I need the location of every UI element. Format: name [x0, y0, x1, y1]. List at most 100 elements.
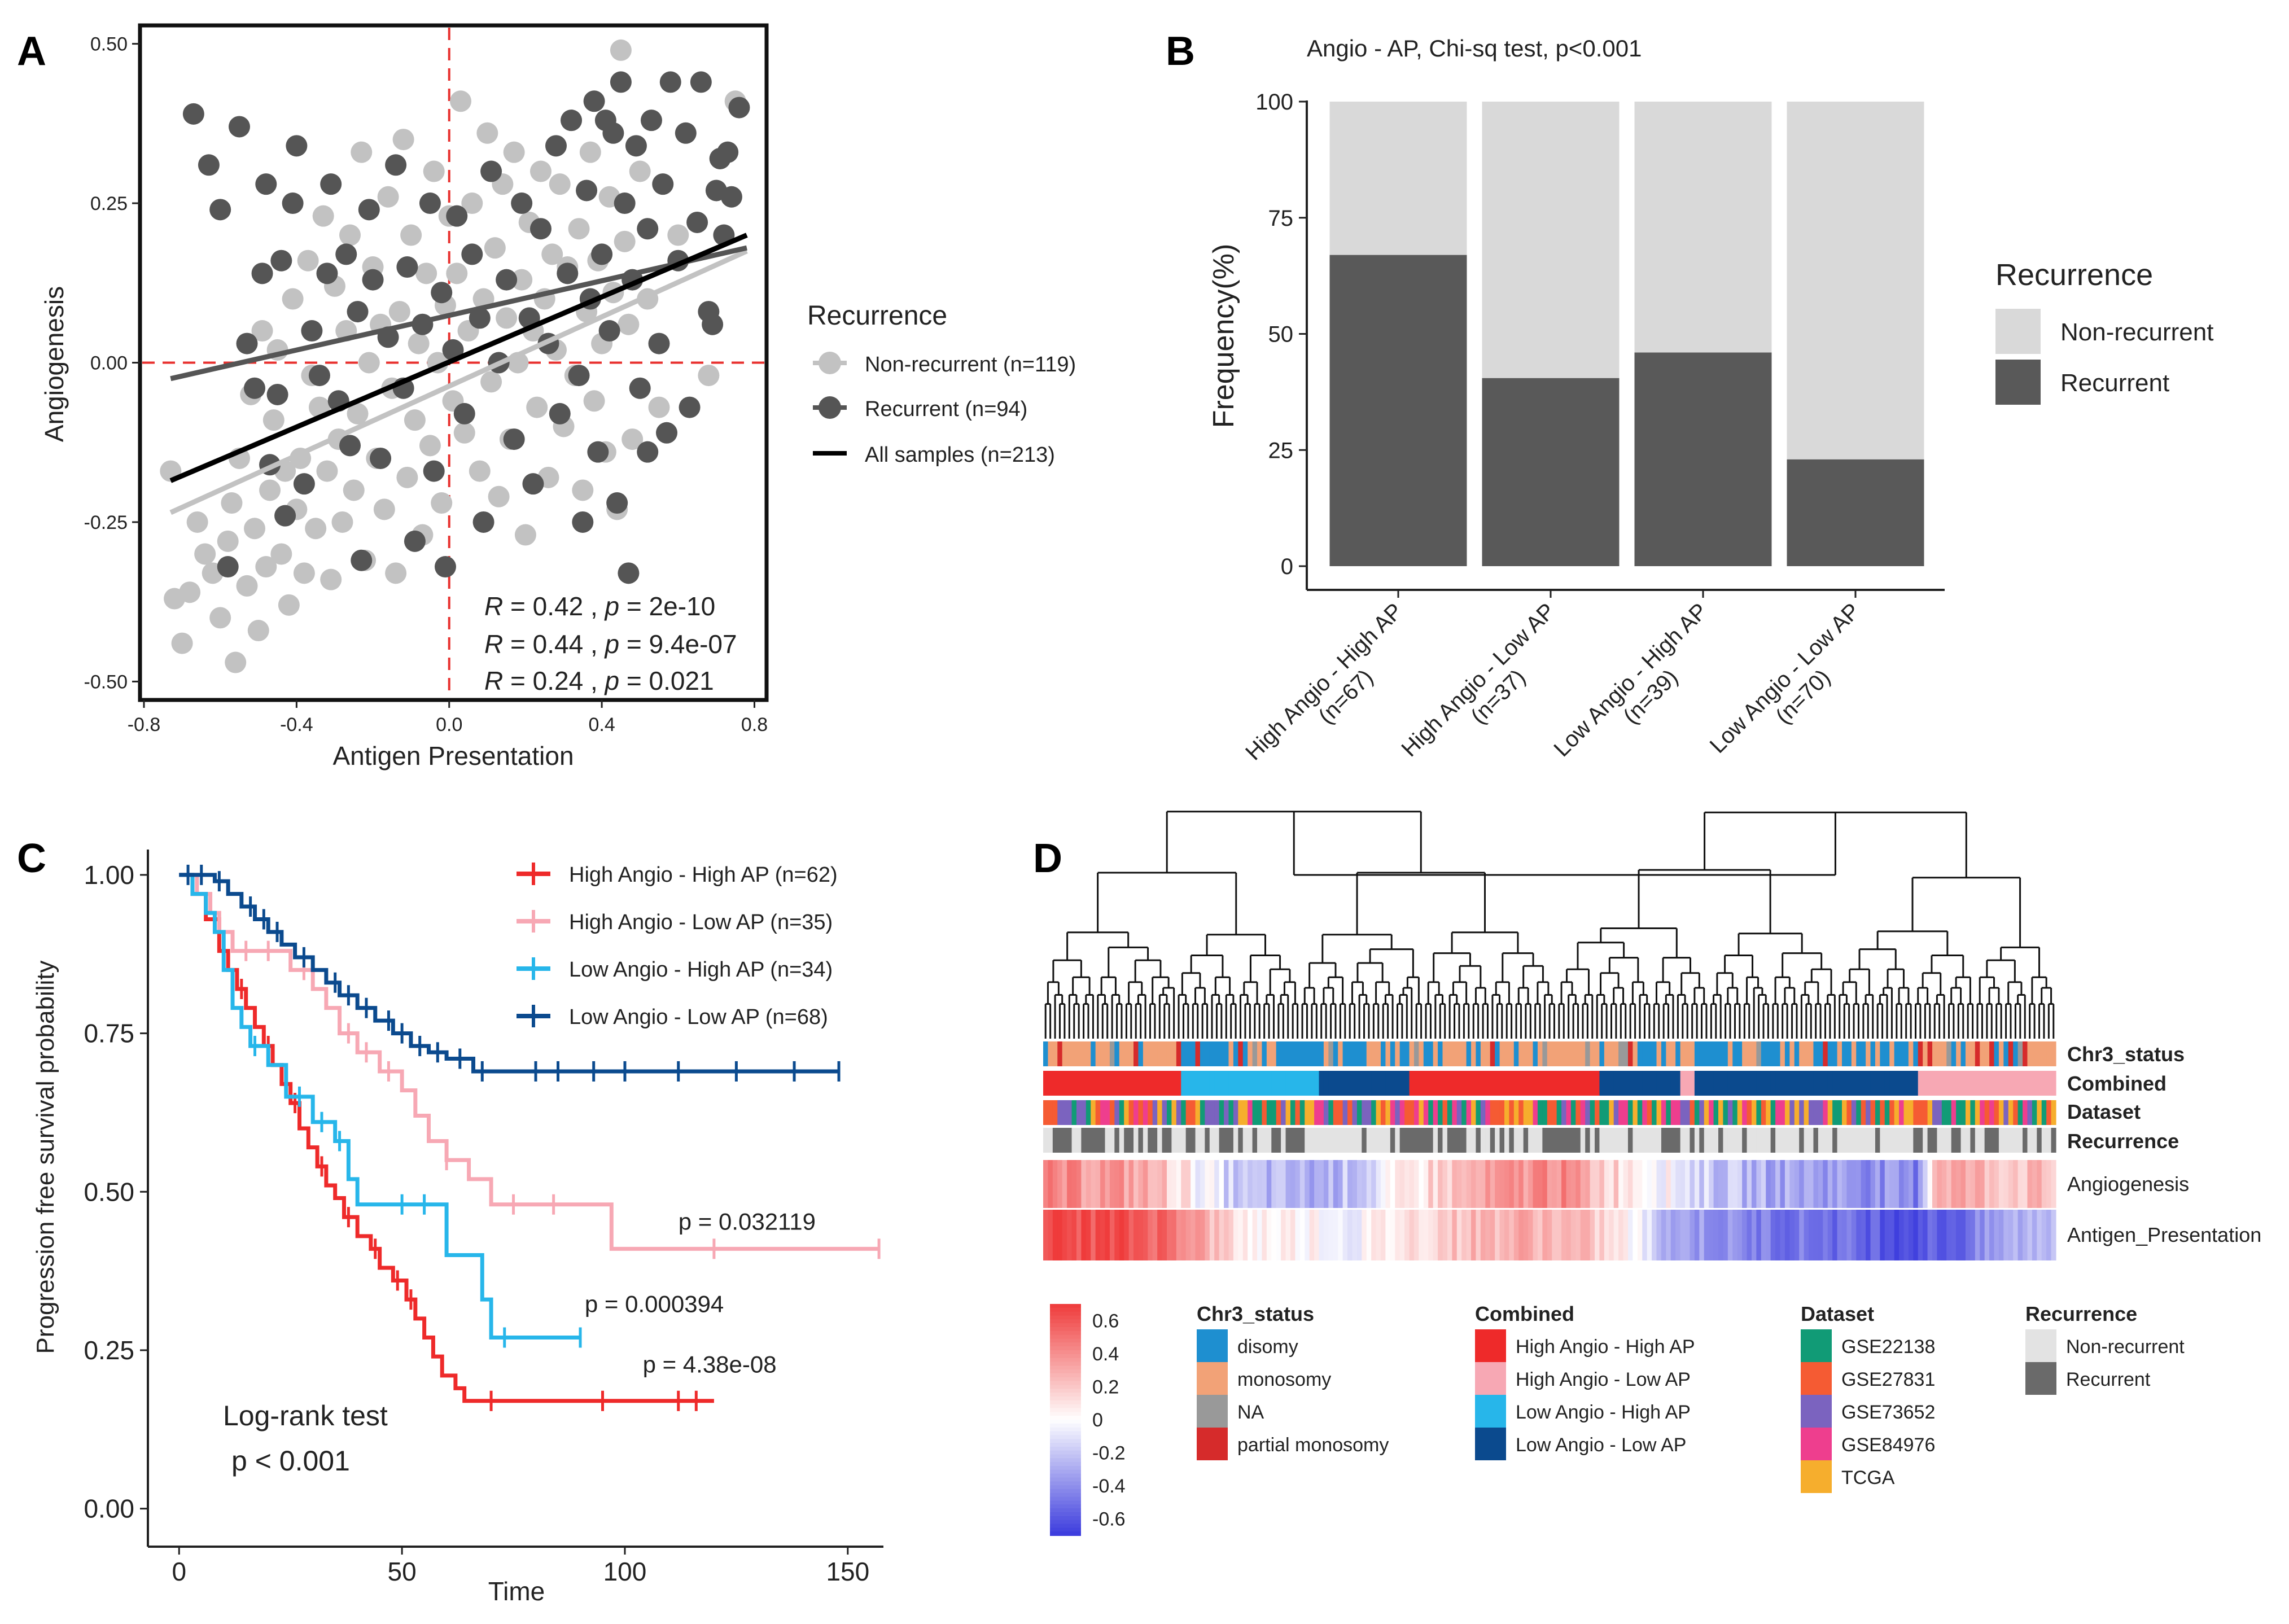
panel-d-angiogenesis-cell: [1609, 1160, 1614, 1208]
panel-d-chr3-cell: [1185, 1041, 1191, 1066]
panel-d-combined-cell: [1775, 1071, 1781, 1096]
panel-d-combined-cell: [1362, 1071, 1367, 1096]
panel-a-point-rec: [720, 186, 742, 208]
panel-d-combined-cell: [1618, 1071, 1624, 1096]
panel-d-dataset-cell: [1523, 1100, 1529, 1125]
panel-d-dataset-cell: [1613, 1100, 1619, 1125]
panel-a-point-non: [385, 562, 407, 584]
panel-d-antigen-cell: [1185, 1210, 1191, 1260]
panel-d-chr3-cell: [1238, 1041, 1244, 1066]
panel-b-category-name: High Angio - Low AP: [1397, 598, 1560, 761]
panel-d-chr3-cell: [1299, 1041, 1305, 1066]
panel-d-angiogenesis-cell: [1718, 1160, 1724, 1208]
panel-d-combined-cell: [1799, 1071, 1805, 1096]
panel-d-angiogenesis-cell: [1642, 1160, 1648, 1208]
panel-d-angiogenesis-cell: [1784, 1160, 1790, 1208]
panel-d-recurrence-cell: [1171, 1128, 1177, 1153]
panel-d-angiogenesis-cell: [1637, 1160, 1643, 1208]
panel-d-antigen-cell: [1780, 1210, 1785, 1260]
panel-a-point-non: [343, 479, 365, 501]
panel-d-angiogenesis-cell: [1162, 1160, 1167, 1208]
panel-a-point-non: [297, 249, 319, 272]
panel-a-point-non: [351, 141, 373, 163]
panel-d-angiogenesis-cell: [1352, 1160, 1358, 1208]
panel-a-point-rec: [679, 396, 701, 418]
panel-d-chr3-cell: [1509, 1041, 1515, 1066]
panel-d-recurrence-cell: [1675, 1128, 1681, 1153]
panel-d-recurrence-cell: [2032, 1128, 2037, 1153]
panel-d-combined-cell: [1419, 1071, 1424, 1096]
panel-d-angiogenesis-cell: [1894, 1160, 1900, 1208]
panel-d-dataset-cell: [1152, 1100, 1158, 1125]
panel-d-dataset-cell: [1371, 1100, 1377, 1125]
panel-d-antigen-cell: [1980, 1210, 1985, 1260]
panel-d-antigen-cell: [1580, 1210, 1586, 1260]
panel-d-combined-cell: [1575, 1071, 1581, 1096]
panel-d-recurrence-cell: [2013, 1128, 2019, 1153]
panel-d-recurrence-cell: [1143, 1128, 1148, 1153]
panel-d-combined-cell: [1747, 1071, 1752, 1096]
panel-a-point-rec: [511, 192, 533, 215]
panel-a-point-rec: [274, 505, 296, 527]
panel-d-antigen-cell: [1523, 1210, 1529, 1260]
panel-d-angiogenesis-cell: [1385, 1160, 1391, 1208]
panel-b-category-label: High Angio - Low AP(n=37): [1397, 598, 1560, 761]
panel-d-recurrence-cell: [1599, 1128, 1605, 1153]
panel-d-scale-step: [1050, 1354, 1081, 1359]
panel-a-y-axis-label: Angiogenesis: [40, 286, 69, 442]
panel-d-antigen-cell: [1409, 1210, 1415, 1260]
panel-d-antigen-cell: [1466, 1210, 1472, 1260]
panel-d-chr3-cell: [1799, 1041, 1805, 1066]
panel-d-angiogenesis-cell: [2051, 1160, 2056, 1208]
panel-d-chr3-cell: [2051, 1041, 2056, 1066]
panel-d-recurrence-cell: [1723, 1128, 1728, 1153]
panel-d-angiogenesis-cell: [1390, 1160, 1395, 1208]
panel-d-chr3-cell: [1766, 1041, 1771, 1066]
panel-a-point-non: [331, 511, 353, 533]
panel-d-antigen-cell: [1775, 1210, 1781, 1260]
panel-a-point-rec: [316, 262, 338, 284]
panel-d-angiogenesis-cell: [1918, 1160, 1923, 1208]
panel-d-chr3-cell: [1162, 1041, 1167, 1066]
panel-a-point-rec: [583, 90, 605, 112]
panel-d-combined-cell: [1960, 1071, 1966, 1096]
panel-d-antigen-cell: [1875, 1210, 1880, 1260]
panel-d-dataset-cell: [1356, 1100, 1362, 1125]
panel-d-dataset-cell: [1062, 1100, 1067, 1125]
panel-d-angiogenesis-cell: [1699, 1160, 1705, 1208]
panel-a-point-rec: [339, 435, 361, 457]
panel-d-scale-step: [1050, 1423, 1081, 1428]
panel-d-combined-cell: [1191, 1071, 1196, 1096]
panel-d-angiogenesis-cell: [1685, 1160, 1691, 1208]
panel-d-antigen-cell: [1751, 1210, 1757, 1260]
panel-b-category-labels: High Angio - High AP(n=67) High Angio - L…: [1241, 598, 1865, 765]
panel-d-combined-cell: [1680, 1071, 1686, 1096]
panel-d-combined-cell: [1166, 1071, 1172, 1096]
panel-d-combined-cell: [1128, 1071, 1134, 1096]
panel-d-chr3-cell: [1552, 1041, 1557, 1066]
panel-d-recurrence-cell: [1214, 1128, 1220, 1153]
panel-c-legend-hh-label: High Angio - High AP (n=62): [569, 863, 838, 887]
panel-d-recurrence-cell: [1105, 1128, 1110, 1153]
panel-d-scale-step: [1050, 1362, 1081, 1367]
panel-d-recurrence-cell: [1670, 1128, 1676, 1153]
panel-d-scale-step: [1050, 1512, 1081, 1517]
panel-a-point-rec: [419, 192, 441, 215]
panel-d-chr3-cell: [1504, 1041, 1510, 1066]
panel-d-angiogenesis-cell: [1766, 1160, 1771, 1208]
panel-d-chr3-cell: [1894, 1041, 1900, 1066]
panel-d-recurrence-cell: [1438, 1128, 1443, 1153]
panel-a-x-tick-label: 0.0: [436, 714, 462, 736]
panel-a-point-rec: [251, 262, 273, 284]
panel-d-dataset-cell: [1404, 1100, 1410, 1125]
panel-d-antigen-cell: [2013, 1210, 2019, 1260]
panel-d-recurrence-cell: [1932, 1128, 1938, 1153]
panel-d-angiogenesis-cell: [1166, 1160, 1172, 1208]
panel-d-antigen-cell: [1732, 1210, 1738, 1260]
panel-d-combined-cell: [1143, 1071, 1148, 1096]
panel-d-recurrence-cell: [1685, 1128, 1691, 1153]
panel-a-point-rec: [598, 320, 620, 342]
panel-d-recurrence-cell: [1713, 1128, 1719, 1153]
panel-d-antigen-cell: [1423, 1210, 1429, 1260]
panel-d-combined-cell: [1148, 1071, 1153, 1096]
